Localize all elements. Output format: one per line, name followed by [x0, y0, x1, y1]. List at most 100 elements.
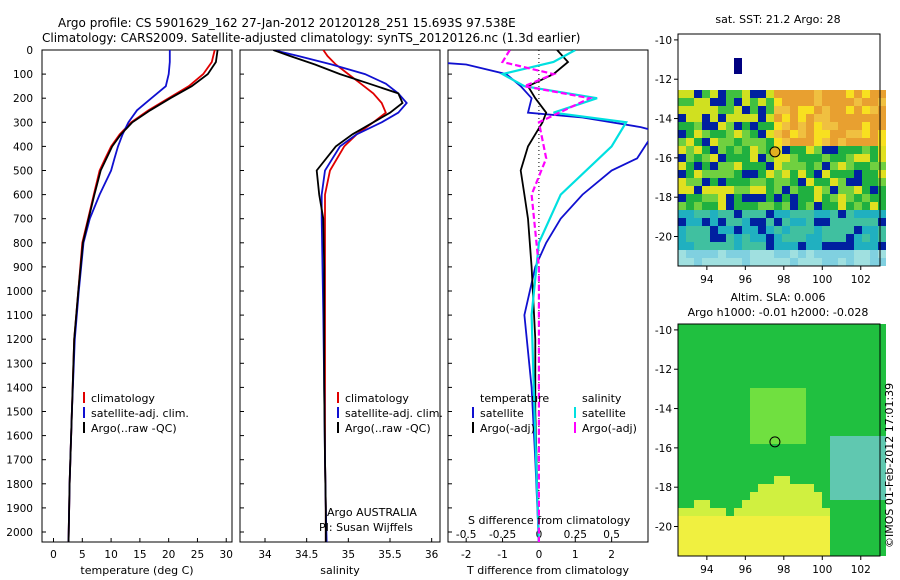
- map-cell: [830, 524, 838, 532]
- map-cell: [734, 194, 742, 202]
- map-cell: [830, 356, 838, 364]
- map-cell: [694, 66, 702, 74]
- map-cell: [774, 162, 782, 170]
- map-cell: [758, 476, 766, 484]
- map-cell: [718, 114, 726, 122]
- map-cell: [854, 404, 862, 412]
- map-cell: [814, 436, 822, 444]
- map-cell: [806, 234, 814, 242]
- legend-salinity-title: salinity: [582, 392, 622, 405]
- map-cell: [830, 460, 838, 468]
- map-cell: [686, 436, 694, 444]
- legend-sal-argo-label: Argo(-adj): [582, 422, 637, 435]
- map-cell: [678, 138, 686, 146]
- map-cell: [766, 226, 774, 234]
- map-cell: [678, 122, 686, 130]
- map-cell: [702, 428, 710, 436]
- map-cell: [814, 468, 822, 476]
- map-cell: [702, 58, 710, 66]
- map-cell: [774, 500, 782, 508]
- map-cell: [766, 234, 774, 242]
- legend-satellite-label: satellite-adj. clim.: [91, 407, 189, 420]
- map-cell: [694, 50, 702, 58]
- map-cell: [750, 540, 758, 548]
- map-cell: [702, 532, 710, 540]
- map-cell: [790, 98, 798, 106]
- map-cell: [710, 340, 718, 348]
- map-cell: [830, 186, 838, 194]
- map-cell: [702, 516, 710, 524]
- map-cell: [686, 372, 694, 380]
- map-cell: [846, 154, 854, 162]
- map-cell: [838, 444, 846, 452]
- map-cell: [710, 138, 718, 146]
- map-cell: [750, 74, 758, 82]
- map-cell: [726, 170, 734, 178]
- map-cell: [790, 122, 798, 130]
- map-cell: [782, 242, 790, 250]
- map-x-tick-label: 102: [851, 564, 871, 576]
- map-cell: [838, 58, 846, 66]
- map-cell: [846, 194, 854, 202]
- map-cell: [766, 66, 774, 74]
- map-cell: [870, 412, 878, 420]
- map-cell: [766, 476, 774, 484]
- map-cell: [790, 146, 798, 154]
- sst-map-frame: [677, 33, 881, 267]
- map-cell: [758, 66, 766, 74]
- map-cell: [782, 484, 790, 492]
- map-x-tick-label: 94: [700, 564, 714, 576]
- map-cell: [718, 194, 726, 202]
- map-cell: [870, 476, 878, 484]
- map-cell: [798, 138, 806, 146]
- map-cell: [734, 492, 742, 500]
- map-cell: [678, 66, 686, 74]
- map-cell: [830, 324, 838, 332]
- map-cell: [750, 50, 758, 58]
- map-cell: [862, 58, 870, 66]
- map-cell: [710, 170, 718, 178]
- map-cell: [718, 146, 726, 154]
- map-cell: [742, 42, 750, 50]
- map-cell: [774, 210, 782, 218]
- map-cell: [758, 396, 766, 404]
- map-cell: [774, 106, 782, 114]
- map-cell: [758, 114, 766, 122]
- map-cell: [814, 138, 822, 146]
- map-cell: [750, 210, 758, 218]
- map-cell: [846, 58, 854, 66]
- map-cell: [750, 66, 758, 74]
- map-cell: [750, 122, 758, 130]
- map-cell: [870, 194, 878, 202]
- map-cell: [694, 178, 702, 186]
- map-cell: [798, 90, 806, 98]
- map-cell: [774, 452, 782, 460]
- map-cell: [718, 396, 726, 404]
- map-cell: [766, 452, 774, 460]
- map-cell: [694, 492, 702, 500]
- map-y-tick-label: -10: [655, 325, 672, 337]
- map-cell: [694, 324, 702, 332]
- map-cell: [854, 324, 862, 332]
- map-cell: [710, 58, 718, 66]
- map-cell: [734, 122, 742, 130]
- map-cell: [814, 250, 822, 258]
- map-cell: [678, 178, 686, 186]
- map-cell: [806, 98, 814, 106]
- map-cell: [822, 332, 830, 340]
- map-cell: [750, 242, 758, 250]
- map-cell: [734, 258, 742, 266]
- map-cell: [782, 412, 790, 420]
- map-cell: [814, 324, 822, 332]
- map-cell: [798, 154, 806, 162]
- map-cell: [750, 428, 758, 436]
- map-cell: [686, 218, 694, 226]
- map-cell: [830, 444, 838, 452]
- map-cell: [726, 194, 734, 202]
- map-cell: [822, 460, 830, 468]
- map-cell: [862, 202, 870, 210]
- difference-panel-frame: [447, 49, 649, 543]
- map-cell: [750, 42, 758, 50]
- map-cell: [814, 380, 822, 388]
- map-cell: [862, 388, 870, 396]
